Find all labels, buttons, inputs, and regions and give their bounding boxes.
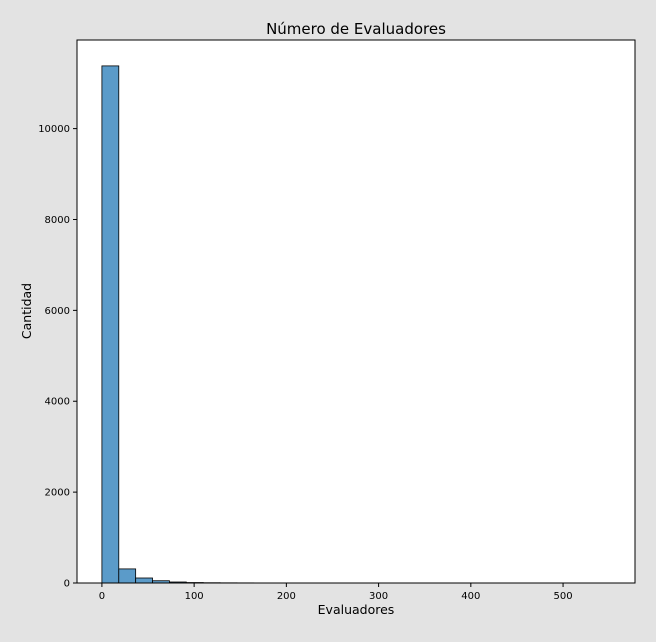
y-tick-label: 0 (64, 579, 70, 590)
x-tick-label: 100 (185, 591, 204, 602)
x-tick-label: 0 (99, 591, 105, 602)
x-tick-label: 300 (369, 591, 388, 602)
y-tick-label: 10000 (38, 124, 70, 135)
x-tick-label: 500 (554, 591, 573, 602)
y-axis-label: Cantidad (19, 283, 34, 339)
x-axis-ticks: 0 100 200 300 400 500 (99, 583, 573, 602)
y-tick-label: 4000 (45, 397, 70, 408)
histogram-bar (102, 66, 119, 583)
y-tick-label: 8000 (45, 215, 70, 226)
y-tick-label: 2000 (45, 488, 70, 499)
x-tick-label: 400 (461, 591, 480, 602)
histogram-bar (119, 569, 136, 583)
plot-area (77, 40, 635, 583)
y-tick-label: 6000 (45, 306, 70, 317)
chart-title: Número de Evaluadores (266, 20, 446, 38)
histogram-bar (136, 578, 153, 583)
x-tick-label: 200 (277, 591, 296, 602)
x-axis-label: Evaluadores (318, 602, 395, 617)
y-axis-ticks: 0 2000 4000 6000 8000 10000 (38, 124, 77, 589)
